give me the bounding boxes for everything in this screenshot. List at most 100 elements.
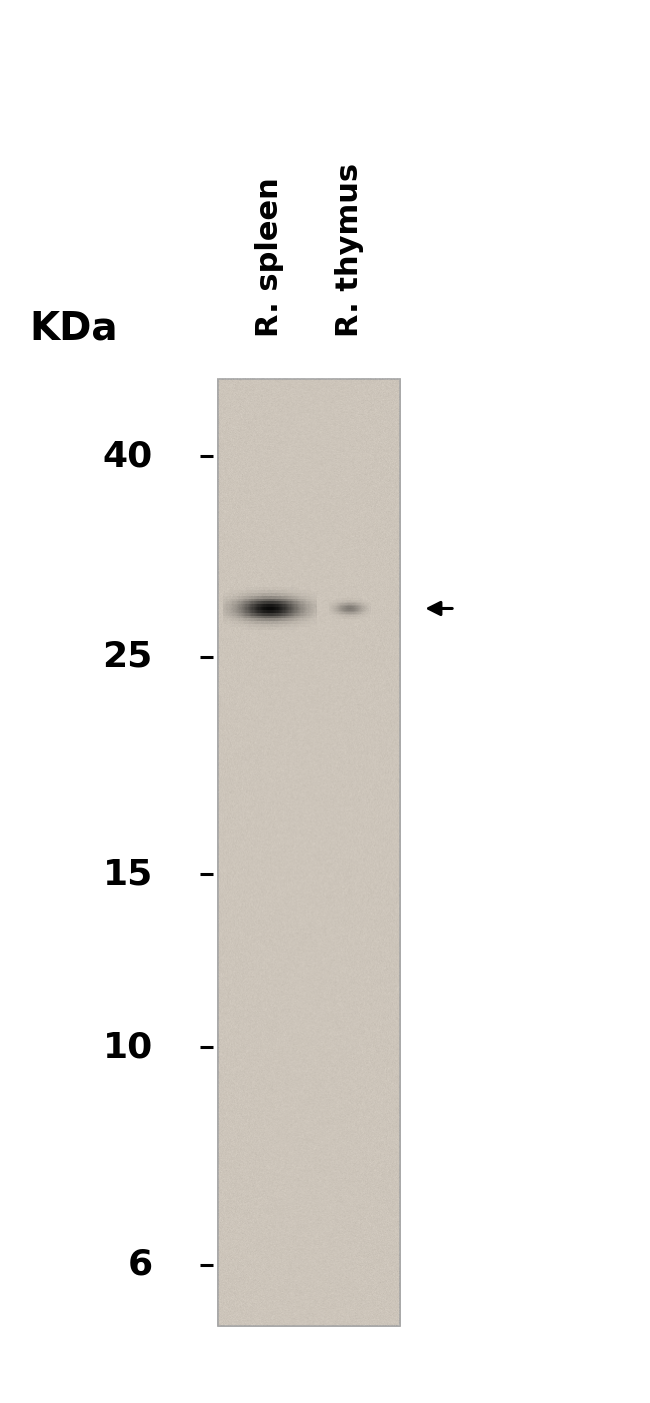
Bar xyxy=(250,627,252,630)
Bar xyxy=(307,599,309,602)
Bar xyxy=(229,613,230,616)
Bar xyxy=(280,627,281,630)
Bar xyxy=(270,591,272,593)
Bar xyxy=(315,607,316,610)
Bar xyxy=(292,627,293,630)
Bar xyxy=(226,616,228,619)
Bar xyxy=(268,624,269,627)
Bar xyxy=(261,627,262,630)
Bar xyxy=(245,602,246,605)
Bar xyxy=(280,602,281,605)
Bar xyxy=(270,602,272,605)
Bar xyxy=(293,593,294,596)
Bar xyxy=(238,616,239,619)
Bar xyxy=(263,593,265,596)
Bar xyxy=(245,619,246,622)
Bar xyxy=(282,624,283,627)
Bar xyxy=(316,607,317,610)
Bar xyxy=(278,616,279,619)
Bar xyxy=(295,605,296,607)
Bar xyxy=(254,627,255,630)
Bar xyxy=(268,599,269,602)
Bar xyxy=(244,622,245,624)
Bar xyxy=(263,613,265,616)
Bar xyxy=(286,591,287,593)
Bar xyxy=(276,627,278,630)
Bar xyxy=(254,593,255,596)
Bar xyxy=(236,591,237,593)
Bar xyxy=(235,599,236,602)
Bar xyxy=(274,624,275,627)
Bar xyxy=(282,591,283,593)
Bar xyxy=(246,622,248,624)
Bar xyxy=(237,610,238,613)
Bar xyxy=(312,593,313,596)
Bar xyxy=(255,610,256,613)
Bar xyxy=(238,613,239,616)
Bar xyxy=(254,588,255,591)
Bar xyxy=(289,599,291,602)
Bar xyxy=(300,607,302,610)
Bar xyxy=(270,596,272,599)
Bar xyxy=(293,627,294,630)
Bar xyxy=(311,607,312,610)
Bar xyxy=(231,593,232,596)
Bar xyxy=(313,596,315,599)
Bar xyxy=(243,622,244,624)
Bar xyxy=(262,613,263,616)
Bar xyxy=(248,602,249,605)
Bar xyxy=(248,596,249,599)
Bar xyxy=(316,593,317,596)
Bar xyxy=(227,602,229,605)
Bar xyxy=(224,602,225,605)
Bar xyxy=(232,622,233,624)
Bar xyxy=(280,596,281,599)
Bar xyxy=(224,607,225,610)
Bar xyxy=(305,596,306,599)
Bar xyxy=(265,599,266,602)
Bar xyxy=(316,616,317,619)
Bar xyxy=(244,602,245,605)
Bar xyxy=(250,605,252,607)
Bar xyxy=(293,622,294,624)
Bar xyxy=(269,627,270,630)
Bar xyxy=(227,605,229,607)
Bar xyxy=(243,596,244,599)
Bar xyxy=(259,605,261,607)
Bar xyxy=(285,619,286,622)
Bar xyxy=(283,622,285,624)
Bar xyxy=(235,622,236,624)
Bar xyxy=(296,627,298,630)
Bar xyxy=(269,588,270,591)
Bar xyxy=(299,613,300,616)
Bar xyxy=(235,616,236,619)
Bar xyxy=(283,627,285,630)
Bar xyxy=(281,607,282,610)
Bar xyxy=(286,588,287,591)
Bar xyxy=(278,613,279,616)
Bar xyxy=(296,596,298,599)
Bar xyxy=(304,605,305,607)
Bar xyxy=(237,599,238,602)
Bar xyxy=(295,593,296,596)
Bar xyxy=(245,596,246,599)
Bar xyxy=(312,596,313,599)
Bar xyxy=(265,624,266,627)
Bar xyxy=(292,622,293,624)
Bar xyxy=(280,610,281,613)
Bar xyxy=(306,593,307,596)
Bar xyxy=(261,593,262,596)
Bar xyxy=(255,591,256,593)
Bar xyxy=(293,610,294,613)
Bar xyxy=(233,622,235,624)
Bar xyxy=(305,602,306,605)
Bar xyxy=(224,622,225,624)
Bar xyxy=(238,607,239,610)
Bar xyxy=(287,610,288,613)
Bar xyxy=(311,610,312,613)
Bar xyxy=(230,619,231,622)
Bar xyxy=(261,599,262,602)
Bar xyxy=(226,593,228,596)
Bar xyxy=(256,588,257,591)
Bar xyxy=(285,613,286,616)
